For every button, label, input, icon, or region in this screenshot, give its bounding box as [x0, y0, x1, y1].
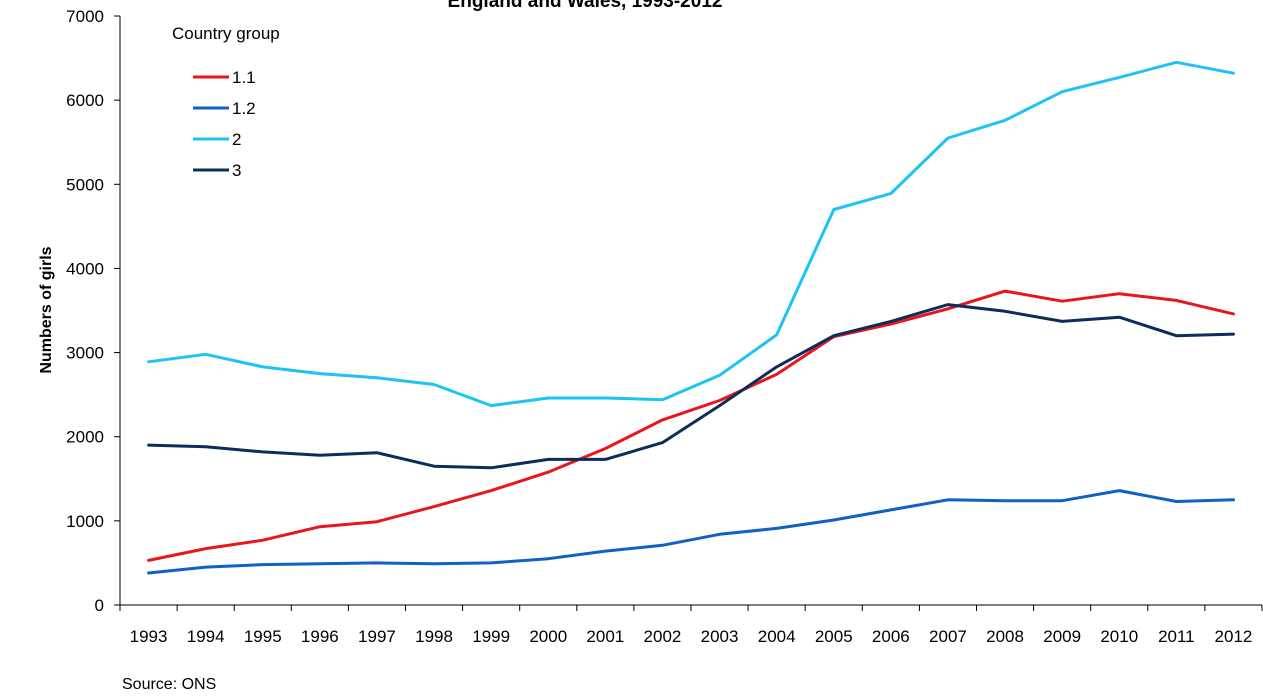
axes: 0 1000 2000 3000 4000 5000 6000 7000 1993 1994 199…	[66, 7, 1263, 646]
series-line-3	[147, 303, 1235, 470]
x-tick-label: 1999	[472, 627, 510, 646]
x-tick-label: 1995	[244, 627, 282, 646]
y-tick-label: 3000	[66, 344, 104, 363]
y-tick-label: 7000	[66, 7, 104, 26]
legend-label: 1.1	[232, 68, 256, 87]
series-line-2	[147, 60, 1235, 408]
x-tick-label: 1997	[358, 627, 396, 646]
x-tick-label: 2012	[1215, 627, 1253, 646]
series-layer	[147, 60, 1235, 575]
x-tick-label: 2010	[1100, 627, 1138, 646]
series-line-1-2	[147, 489, 1235, 575]
series-line-1-1	[147, 289, 1235, 562]
x-tick-label: 2003	[701, 627, 739, 646]
x-tick-label: 1996	[301, 627, 339, 646]
y-axis-title: Numbers of girls	[38, 246, 55, 373]
y-tick-label: 5000	[66, 175, 104, 194]
x-tick-label: 2002	[644, 627, 682, 646]
x-tick-label: 1993	[130, 627, 168, 646]
legend-label: 1.2	[232, 99, 256, 118]
x-tick-label: 2011	[1158, 627, 1195, 646]
y-tick-label: 2000	[66, 428, 104, 447]
x-tick-label: 2004	[758, 627, 796, 646]
legend-label: 2	[232, 130, 241, 149]
legend-label: 3	[232, 161, 241, 180]
legend: Country group 1.1 1.2 2 3	[172, 24, 280, 180]
y-tick-label: 1000	[66, 512, 104, 531]
x-tick-label: 2008	[986, 627, 1024, 646]
x-tick-label: 2007	[929, 627, 967, 646]
y-tick-label: 6000	[66, 91, 104, 110]
legend-title: Country group	[172, 24, 280, 43]
x-tick-label: 2005	[815, 627, 853, 646]
x-tick-label: 2001	[586, 627, 624, 646]
source-note: Source: ONS	[122, 676, 217, 693]
y-tick-label: 0	[95, 596, 104, 615]
x-tick-label: 2009	[1043, 627, 1081, 646]
y-tick-label: 4000	[66, 259, 104, 278]
x-tick-label: 1998	[415, 627, 453, 646]
chart-title: England and Wales, 1993-2012	[448, 0, 723, 12]
x-tick-label: 2000	[529, 627, 567, 646]
x-tick-label: 1994	[187, 627, 225, 646]
x-tick-label: 2006	[872, 627, 910, 646]
